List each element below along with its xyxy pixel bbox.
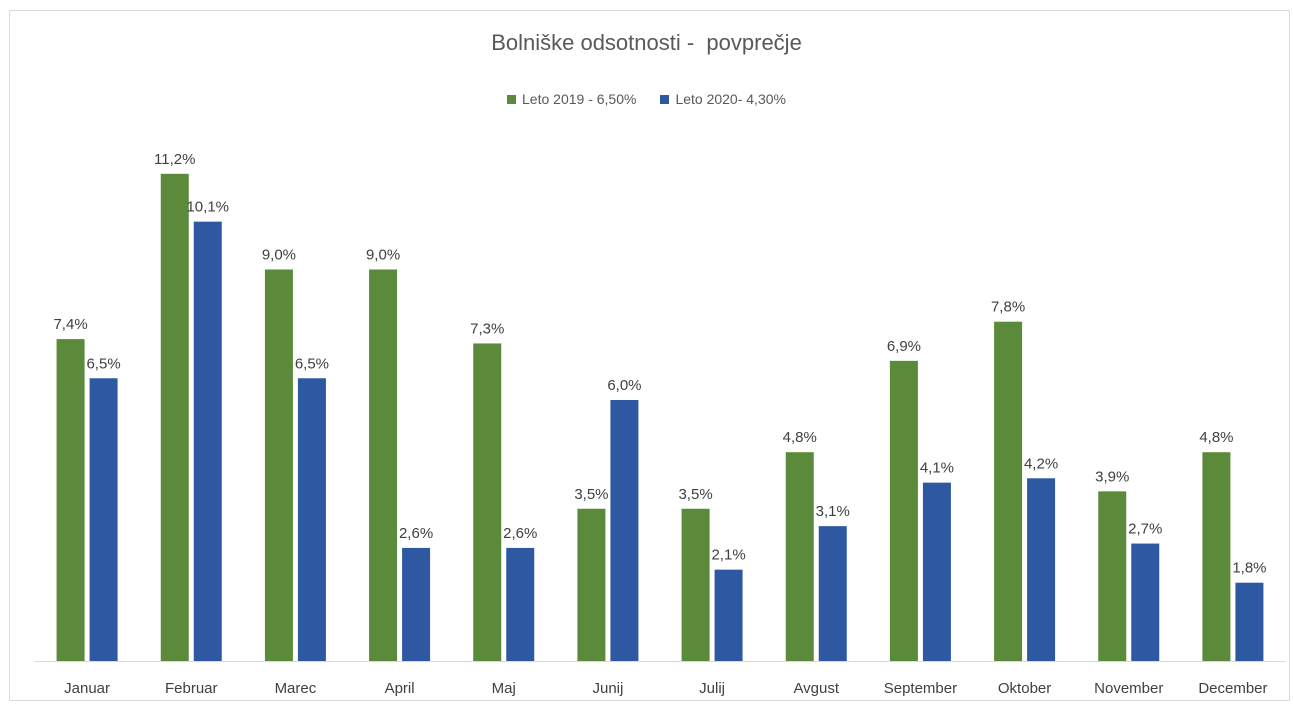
bar-series-2-junij [610,400,639,661]
data-label-series-1-marec: 9,0% [262,247,296,264]
data-label-series-2-julij: 2,1% [711,547,745,564]
data-label-series-1-julij: 3,5% [678,486,712,503]
legend-item-series-2: Leto 2020- 4,30% [660,91,786,107]
chart-title: Bolniške odsotnosti - povprečje [491,30,802,55]
legend-swatch-series-2 [660,94,670,104]
bar-series-2-maj [506,547,535,661]
data-label-series-1-oktober: 7,8% [991,299,1025,316]
data-label-series-1-september: 6,9% [887,338,921,355]
x-tick-label-junij: Junij [592,680,623,697]
bar-series-1-december [1202,452,1231,661]
data-label-series-2-november: 2,7% [1128,521,1162,538]
x-tick-label-september: September [884,680,957,697]
bar-series-1-januar [56,339,85,661]
bar-series-1-april [369,269,398,661]
bar-series-1-februar [160,173,189,662]
data-label-series-2-maj: 2,6% [503,525,537,542]
bar-series-2-marec [297,378,326,661]
data-label-series-2-januar: 6,5% [86,355,120,372]
x-tick-label-marec: Marec [275,680,317,697]
bar-series-2-september [922,482,951,661]
data-label-series-1-december: 4,8% [1199,429,1233,446]
bar-series-1-junij [577,508,606,661]
data-label-series-2-marec: 6,5% [295,355,329,372]
bar-series-2-februar [193,221,222,661]
legend-label-series-2: Leto 2020- 4,30% [675,91,786,107]
data-label-series-1-april: 9,0% [366,247,400,264]
x-tick-label-oktober: Oktober [998,680,1051,697]
chart-frame [9,10,1290,701]
bar-series-1-julij [681,508,710,661]
x-tick-label-julij: Julij [699,680,725,697]
bar-series-2-april [402,547,431,661]
data-label-series-1-februar: 11,2% [154,151,195,168]
x-tick-label-november: November [1094,680,1163,697]
bar-series-2-oktober [1027,478,1056,661]
bar-series-2-julij [714,569,743,661]
bar-series-1-maj [473,343,502,661]
data-label-series-2-oktober: 4,2% [1024,455,1058,472]
data-label-series-1-januar: 7,4% [53,316,87,333]
legend-swatch-series-1 [507,94,517,104]
x-tick-label-februar: Februar [165,680,218,697]
data-label-series-2-avgust: 3,1% [816,503,850,520]
x-tick-label-december: December [1198,680,1267,697]
bar-series-1-marec [264,269,293,661]
bar-series-2-november [1131,543,1160,661]
data-label-series-2-junij: 6,0% [607,377,641,394]
bar-series-2-december [1235,582,1264,661]
data-label-series-1-maj: 7,3% [470,320,504,337]
legend-item-series-1: Leto 2019 - 6,50% [507,91,636,107]
x-tick-label-januar: Januar [64,680,110,697]
data-label-series-2-december: 1,8% [1232,560,1266,577]
x-tick-label-april: April [385,680,415,697]
data-label-series-2-april: 2,6% [399,525,433,542]
bar-series-1-november [1098,491,1127,661]
data-label-series-1-november: 3,9% [1095,468,1129,485]
bar-series-1-oktober [994,321,1023,661]
legend-label-series-1: Leto 2019 - 6,50% [522,91,637,107]
bar-series-1-september [889,360,918,661]
legend: Leto 2019 - 6,50% Leto 2020- 4,30% [0,91,1293,107]
data-label-series-1-junij: 3,5% [574,486,608,503]
bar-series-1-avgust [785,452,814,661]
bar-series-2-januar [89,378,118,661]
data-label-series-2-februar: 10,1% [186,199,229,216]
x-tick-label-maj: Maj [492,680,516,697]
x-tick-label-avgust: Avgust [793,680,839,697]
data-label-series-1-avgust: 4,8% [783,429,817,446]
data-label-series-2-september: 4,1% [920,460,954,477]
bar-series-2-avgust [818,526,847,661]
